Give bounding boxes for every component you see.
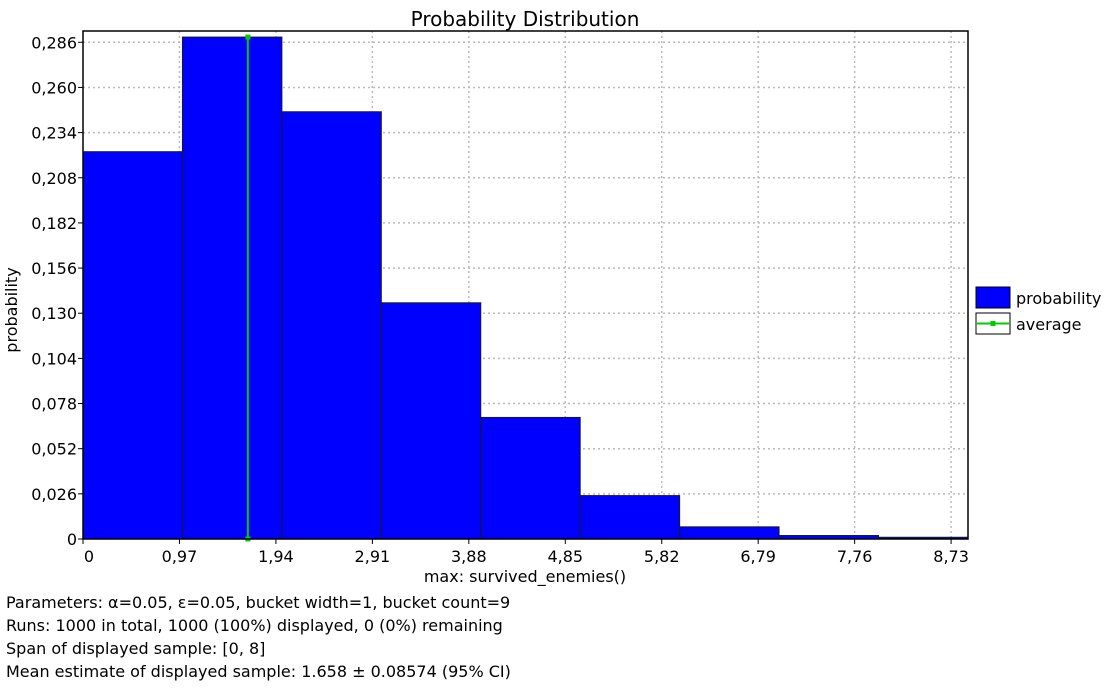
x-tick-label: 1,94 xyxy=(258,547,294,566)
legend-average-marker xyxy=(990,321,996,326)
info-span: Span of displayed sample: [0, 8] xyxy=(6,639,266,658)
y-tick-label: 0,286 xyxy=(31,33,77,52)
y-tick-label: 0 xyxy=(67,530,77,549)
x-axis-label: max: survived_enemies() xyxy=(424,567,626,587)
y-tick-label: 0,104 xyxy=(31,349,77,368)
chart-legend: probability average xyxy=(975,286,1101,335)
histogram-bars xyxy=(82,36,969,540)
y-tick-label: 0,078 xyxy=(31,395,77,414)
x-tick-label: 7,76 xyxy=(837,547,873,566)
x-tick-label: 5,82 xyxy=(644,547,680,566)
histogram-bar xyxy=(679,526,780,540)
y-axis-label: probability xyxy=(2,267,21,352)
legend-label-probability: probability xyxy=(1016,289,1101,308)
x-tick-label: 8,73 xyxy=(933,547,969,566)
histogram-bar xyxy=(281,111,382,540)
histogram-bar xyxy=(480,416,581,540)
y-tick-label: 0,260 xyxy=(31,78,77,97)
x-tick-label: 4,85 xyxy=(547,547,583,566)
probability-chart: Probability Distribution 0 0,026 0,052 0,07… xyxy=(2,7,1101,587)
x-tick-label: 0,97 xyxy=(162,547,198,566)
info-runs: Runs: 1000 in total, 1000 (100%) display… xyxy=(6,616,503,635)
sample-info: Parameters: α=0.05, ε=0.05, bucket width… xyxy=(6,591,511,683)
x-tick-label: 0 xyxy=(84,547,94,566)
x-tick-label: 3,88 xyxy=(451,547,487,566)
y-tick-label: 0,182 xyxy=(31,214,77,233)
x-tick-label: 6,79 xyxy=(740,547,776,566)
info-parameters: Parameters: α=0.05, ε=0.05, bucket width… xyxy=(6,593,511,612)
x-tick-label: 2,91 xyxy=(355,547,391,566)
chart-title: Probability Distribution xyxy=(411,7,640,31)
histogram-bar xyxy=(380,302,482,540)
info-mean: Mean estimate of displayed sample: 1.658… xyxy=(6,662,511,681)
histogram-bar xyxy=(181,36,283,540)
plot-frame xyxy=(82,30,969,540)
y-tick-label: 0,026 xyxy=(31,485,77,504)
y-tick-label: 0,130 xyxy=(31,304,77,323)
y-axis-ticks: 0 0,026 0,052 0,078 0,104 0,130 0,156 0,182 0,20… xyxy=(31,33,83,549)
y-tick-label: 0,234 xyxy=(31,124,77,143)
average-point-top xyxy=(245,34,251,40)
x-axis-ticks: 0 0,97 1,94 2,91 3,88 4,85 5,82 6,79 7,76 8,73 xyxy=(82,539,969,566)
legend-swatch-probability xyxy=(975,286,1011,309)
histogram-bar xyxy=(579,495,681,540)
y-tick-label: 0,156 xyxy=(31,259,77,278)
legend-label-average: average xyxy=(1016,315,1082,334)
y-tick-label: 0,052 xyxy=(31,440,77,459)
histogram-bar xyxy=(82,151,183,540)
y-tick-label: 0,208 xyxy=(31,169,77,188)
